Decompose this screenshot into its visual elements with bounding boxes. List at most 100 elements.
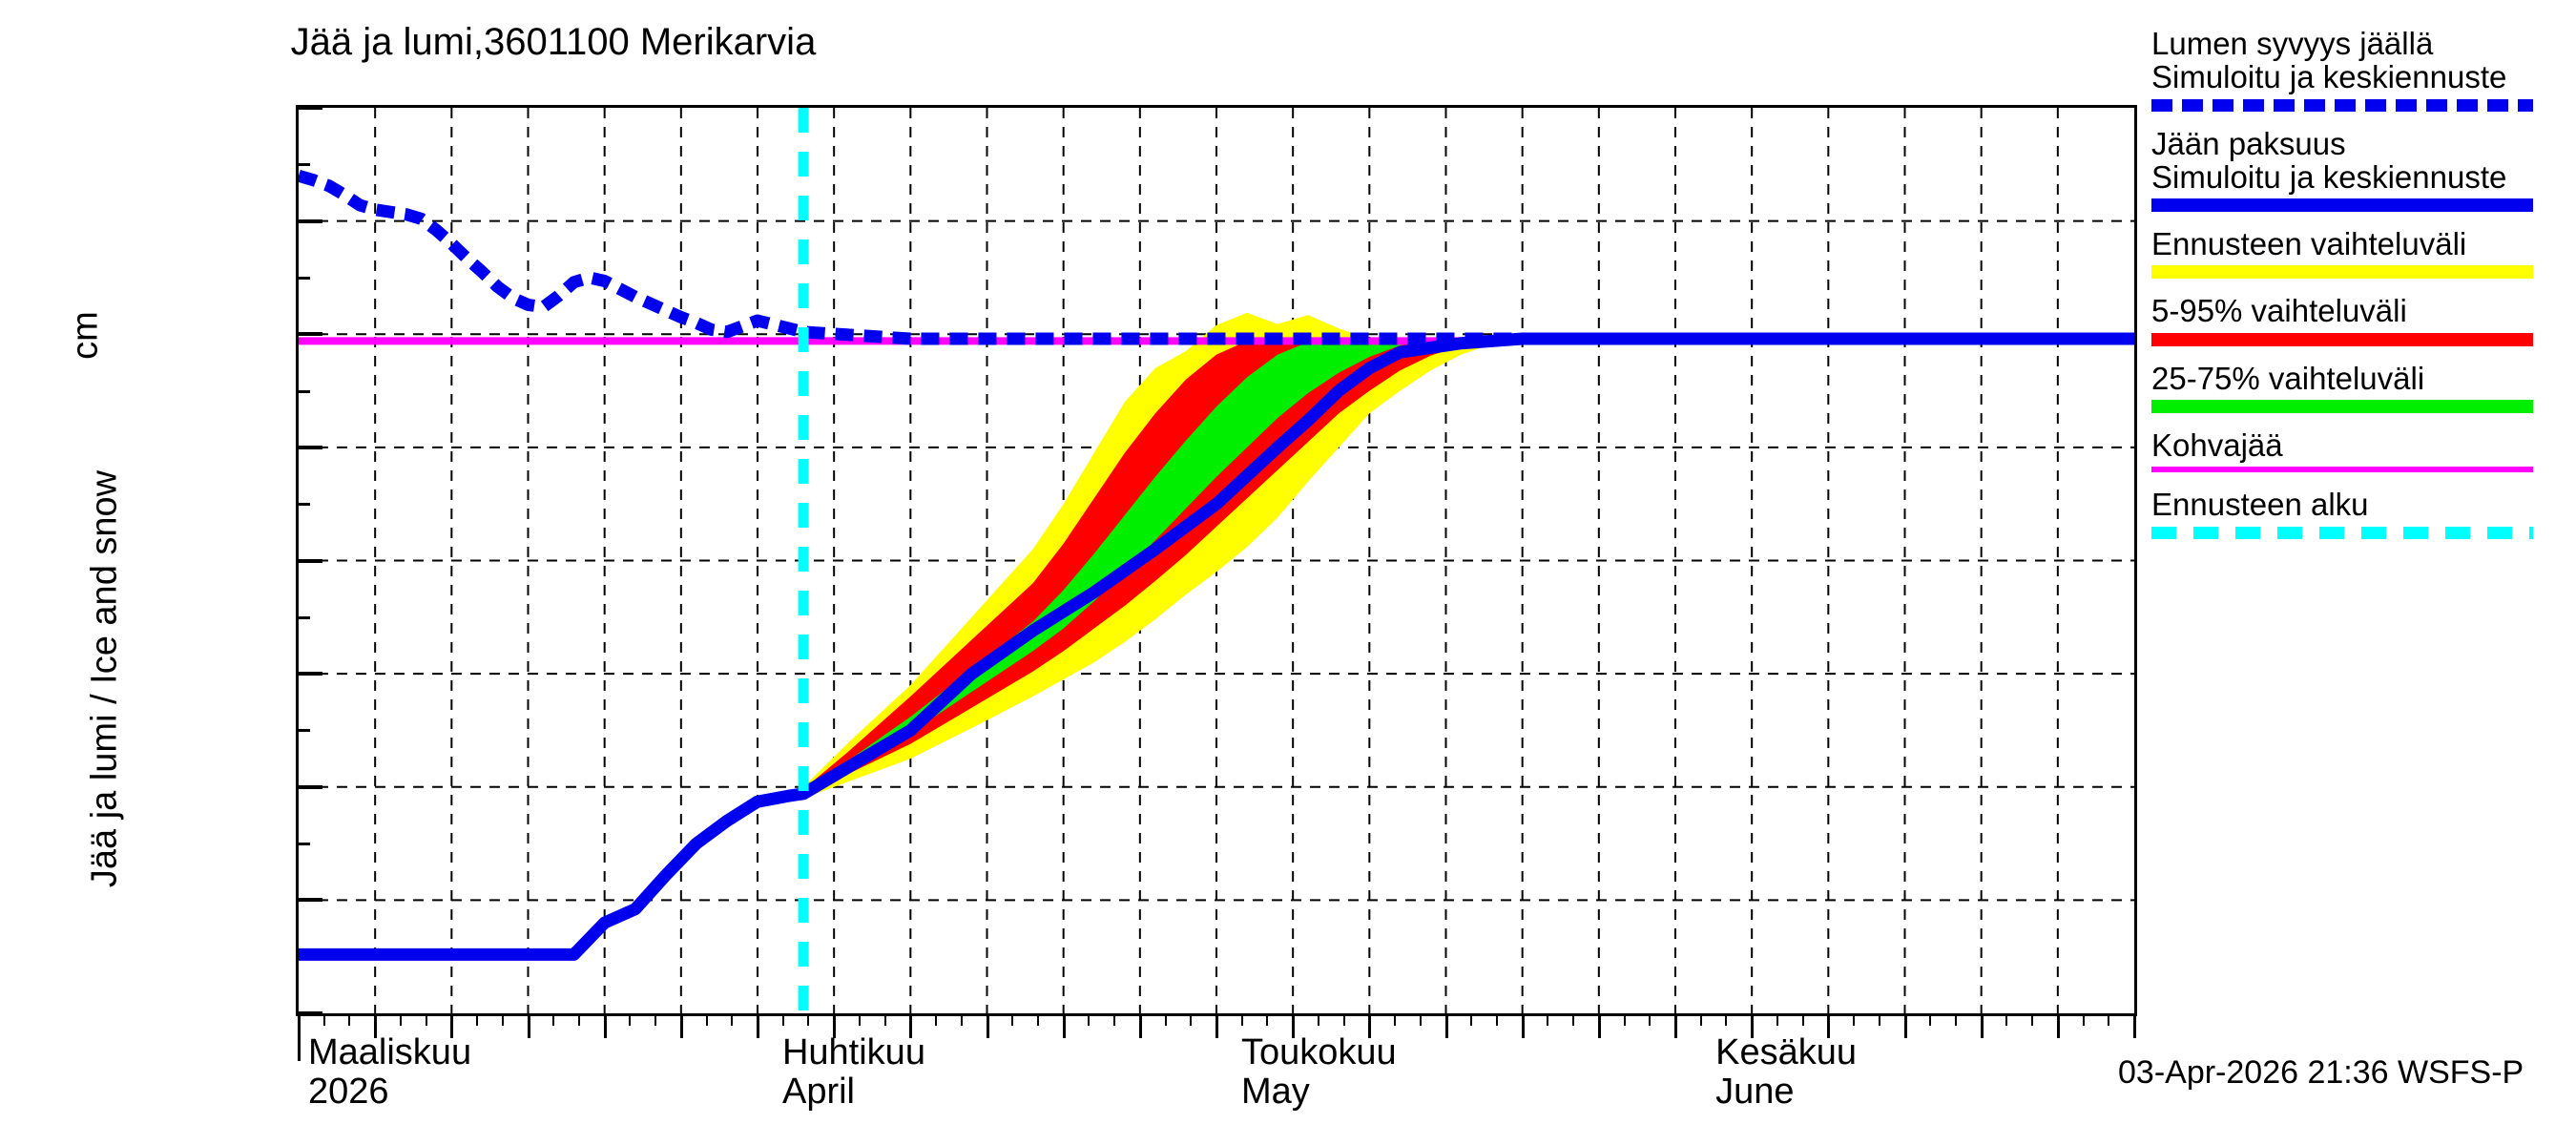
plot-area	[296, 105, 2137, 1016]
x-axis-minor-tick	[1088, 1013, 1091, 1026]
x-tick-label-fi: Huhtikuu	[781, 1032, 925, 1072]
x-axis-major-tick	[603, 1013, 607, 1038]
series-line	[299, 169, 2134, 345]
legend-swatch	[2151, 265, 2533, 280]
x-axis-major-tick	[527, 1013, 530, 1038]
legend-item[interactable]: 25-75% vaihteluväli	[2151, 360, 2576, 414]
legend-item[interactable]: Lumen syvyys jäällä Simuloitu ja keskienn…	[2151, 27, 2576, 112]
x-axis-major-tick	[1827, 1013, 1831, 1038]
legend-item-title: 25-75% vaihteluväli	[2151, 360, 2425, 396]
x-axis-minor-tick	[807, 1013, 810, 1026]
x-axis-major-tick	[986, 1013, 989, 1038]
x-axis-minor-tick	[883, 1013, 886, 1026]
legend-swatch	[2151, 467, 2533, 473]
x-axis-tick-label: Kesäkuu June	[1715, 1032, 1857, 1112]
x-axis-minor-tick	[909, 1013, 912, 1026]
x-axis-minor-tick	[1342, 1013, 1345, 1026]
x-axis-minor-tick	[1215, 1013, 1218, 1026]
grid-lines	[299, 108, 2134, 1013]
chart-legend: Lumen syvyys jäällä Simuloitu ja keskienn…	[2151, 27, 2576, 554]
y-axis-minor-tick	[296, 389, 310, 393]
x-axis-minor-tick	[1699, 1013, 1702, 1026]
x-axis-minor-tick	[298, 1013, 300, 1026]
x-axis-minor-tick	[603, 1013, 606, 1026]
x-axis-minor-tick	[1751, 1013, 1754, 1026]
x-axis-minor-tick	[757, 1013, 758, 1026]
x-axis-minor-tick	[1368, 1013, 1371, 1026]
x-axis-minor-tick	[1062, 1013, 1065, 1026]
y-axis-minor-tick	[296, 615, 310, 619]
x-axis-minor-tick	[858, 1013, 861, 1026]
x-axis-minor-tick	[2108, 1013, 2110, 1026]
x-axis-minor-tick	[577, 1013, 580, 1026]
x-axis-minor-tick	[1036, 1013, 1039, 1026]
x-axis-minor-tick	[1292, 1013, 1295, 1026]
chart-canvas	[299, 108, 2134, 1013]
x-axis-minor-tick	[654, 1013, 657, 1026]
legend-item-title: Jään paksuus	[2151, 125, 2346, 161]
x-axis-minor-tick	[1419, 1013, 1422, 1026]
x-tick-label-en: 2026	[308, 1072, 389, 1113]
x-axis-major-tick	[1062, 1013, 1066, 1038]
legend-item-subtitle: Simuloitu ja keskiennuste	[2151, 158, 2507, 195]
x-axis-minor-tick	[1954, 1013, 1957, 1026]
x-axis-minor-tick	[1853, 1013, 1856, 1026]
legend-swatch	[2151, 198, 2533, 213]
x-axis-minor-tick	[1674, 1013, 1677, 1026]
y-axis-minor-tick	[296, 843, 310, 846]
legend-item[interactable]: Ennusteen vaihteluväli	[2151, 226, 2576, 280]
legend-item-title: Ennusteen alku	[2151, 487, 2369, 523]
x-axis-minor-tick	[731, 1013, 734, 1026]
legend-item-title: 5-95% vaihteluväli	[2151, 293, 2407, 329]
legend-item[interactable]: Kohvajää	[2151, 427, 2576, 473]
timestamp-stamp: 03-Apr-2026 21:36 WSFS-P	[2118, 1054, 2524, 1091]
x-axis-minor-tick	[1164, 1013, 1167, 1026]
x-axis-minor-tick	[399, 1013, 402, 1026]
x-axis-minor-tick	[1011, 1013, 1014, 1026]
plot-inner	[299, 108, 2134, 1013]
x-axis-minor-tick	[705, 1013, 708, 1026]
legend-item[interactable]: 5-95% vaihteluväli	[2151, 293, 2576, 346]
legend-item[interactable]: Jään paksuus Simuloitu ja keskiennuste	[2151, 125, 2576, 213]
x-axis-major-tick	[1368, 1013, 1372, 1038]
x-axis-minor-tick	[1980, 1013, 1983, 1026]
legend-swatch	[2151, 526, 2533, 539]
x-axis-minor-tick	[1317, 1013, 1319, 1026]
x-axis-major-tick	[1597, 1013, 1601, 1038]
x-axis-major-tick	[1521, 1013, 1525, 1038]
x-axis-minor-tick	[1394, 1013, 1397, 1026]
x-axis-tick-label: Toukokuu May	[1240, 1032, 1397, 1113]
x-axis-major-tick	[1444, 1013, 1448, 1038]
x-axis-minor-tick	[781, 1013, 784, 1026]
x-tick-label-en: May	[1240, 1072, 1310, 1113]
legend-swatch	[2151, 400, 2533, 414]
x-axis-minor-tick	[552, 1013, 555, 1026]
x-axis-major-tick	[374, 1013, 378, 1038]
x-axis-minor-tick	[1190, 1013, 1193, 1026]
x-axis-tick-label: Huhtikuu April	[781, 1032, 925, 1113]
x-axis-minor-tick	[1801, 1013, 1804, 1026]
x-axis-minor-tick	[629, 1013, 632, 1026]
legend-item[interactable]: Ennusteen alku	[2151, 487, 2576, 539]
x-axis-minor-tick	[1266, 1013, 1269, 1026]
x-axis-major-tick	[1292, 1013, 1296, 1038]
x-axis-major-tick	[2133, 1013, 2136, 1038]
legend-item-title: Kohvajää	[2151, 427, 2283, 464]
y-axis-unit-label: cm	[65, 311, 106, 360]
x-axis-minor-tick	[1929, 1013, 1932, 1026]
x-axis-major-tick	[1138, 1013, 1142, 1038]
x-tick-label-en: April	[781, 1072, 855, 1113]
legend-item-subtitle: Simuloitu ja keskiennuste	[2151, 59, 2507, 95]
x-axis-minor-tick	[935, 1013, 938, 1026]
x-axis-major-tick	[1674, 1013, 1677, 1038]
x-axis-minor-tick	[1470, 1013, 1473, 1026]
y-axis-title: Jää ja lumi / Ice and snow	[84, 469, 125, 888]
x-axis-minor-tick	[425, 1013, 427, 1026]
x-axis-minor-tick	[1495, 1013, 1498, 1026]
legend-item-title: Ennusteen vaihteluväli	[2151, 226, 2467, 262]
x-axis-major-tick	[757, 1013, 759, 1038]
x-axis-minor-tick	[2031, 1013, 2034, 1026]
x-axis-major-tick	[2056, 1013, 2060, 1038]
x-axis-minor-tick	[2005, 1013, 2008, 1026]
